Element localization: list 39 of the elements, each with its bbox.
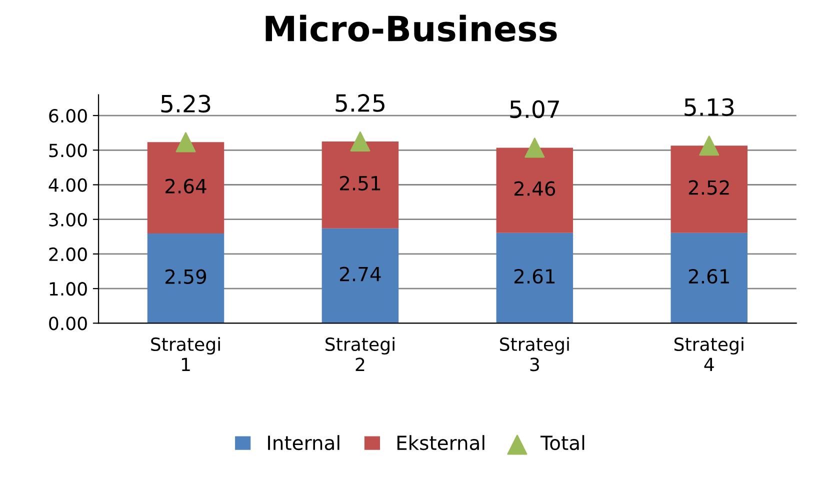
bar	[670, 146, 748, 233]
bar	[147, 234, 224, 324]
data-label: 2.51	[340, 176, 380, 191]
data-label: 2.59	[166, 269, 206, 284]
data-label: 2.61	[688, 268, 729, 284]
data-label: 5.25	[336, 94, 384, 112]
legend-label: Eksternal	[397, 435, 484, 450]
point	[176, 132, 196, 152]
data-label: 5.13	[684, 98, 734, 116]
data-label: 2.64	[166, 178, 206, 194]
y-tick-label: 5.00	[49, 144, 87, 158]
data-label: 2.61	[514, 268, 555, 284]
x-tick-label: Strategi 1	[151, 337, 220, 372]
data-label: 5.07	[510, 100, 559, 118]
x-tick-label: Strategi 4	[674, 337, 744, 372]
bar	[670, 232, 748, 324]
chart-title: Micro-Business	[266, 14, 557, 42]
data-label: 2.74	[340, 266, 381, 282]
bar	[147, 142, 224, 234]
bar	[322, 141, 399, 228]
legend-label: Internal	[268, 435, 340, 450]
y-tick-label: 6.00	[49, 108, 87, 123]
y-tick-label: 0.00	[49, 316, 87, 330]
legend-label: Total	[540, 435, 584, 450]
point	[699, 136, 720, 156]
data-label: 5.23	[161, 94, 210, 113]
bar	[322, 228, 399, 324]
x-tick-label: Strategi 3	[500, 337, 569, 372]
x-tick-label: Strategi 2	[326, 337, 394, 372]
y-tick-label: 2.00	[49, 247, 87, 262]
data-label: 2.52	[688, 180, 729, 195]
point	[524, 138, 545, 158]
point	[350, 131, 370, 152]
y-tick-label: 4.00	[48, 178, 87, 192]
y-tick-label: 3.00	[49, 212, 87, 226]
bar	[496, 232, 574, 324]
y-tick-label: 1.00	[50, 282, 87, 296]
data-label: 2.46	[514, 181, 556, 196]
bar	[496, 148, 574, 233]
